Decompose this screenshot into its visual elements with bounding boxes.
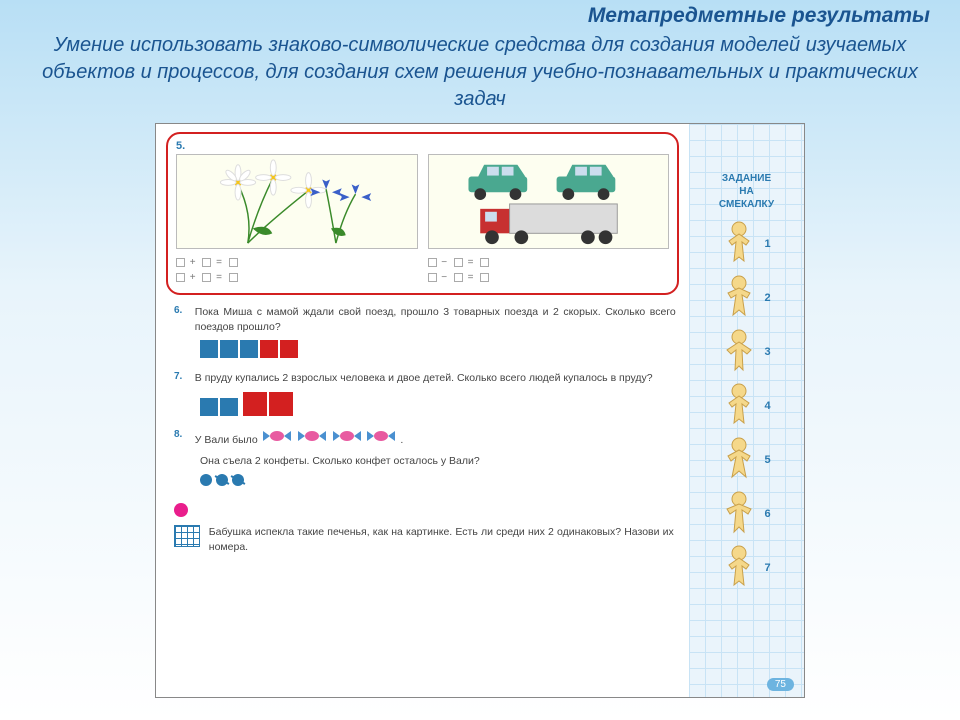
textbook-page: 5.: [155, 123, 805, 698]
cookie-num: 1: [765, 238, 775, 250]
candy-icon: [298, 429, 326, 443]
gingerbread-icon: [719, 327, 759, 377]
sidebar-title-l3: СМЕКАЛКУ: [689, 198, 804, 211]
slide-title: Метапредметные результаты: [30, 4, 930, 28]
exercise-5-number: 5.: [176, 140, 185, 152]
task-8-line1: У Вали было .: [195, 429, 676, 448]
cookie-row: 1: [689, 219, 804, 269]
task-6-blocks: [200, 340, 679, 361]
grandma-task: Бабушка испекла такие печенья, как на ка…: [174, 525, 679, 554]
cookie-row: 7: [689, 543, 804, 593]
cookie-row: 2: [689, 273, 804, 323]
candy-icon: [263, 429, 291, 443]
gingerbread-icon: [719, 381, 759, 431]
task-7-text: В пруду купались 2 взрослых человека и д…: [195, 371, 676, 386]
task-6-number: 6.: [174, 305, 192, 316]
cookie-num: 6: [765, 508, 775, 520]
cookie-num: 4: [765, 400, 775, 412]
task-8: 8. У Вали было . Она съела 2 конфеты. Ск…: [174, 429, 679, 489]
cookie-row: 4: [689, 381, 804, 431]
task-8-circles: [200, 474, 679, 489]
gingerbread-icon: [719, 273, 759, 323]
sidebar-title: ЗАДАНИЕ НА СМЕКАЛКУ: [689, 124, 804, 211]
slide-header: Метапредметные результаты: [0, 0, 960, 28]
candy-icon: [367, 429, 395, 443]
task-7: 7. В пруду купались 2 взрослых человека …: [174, 371, 679, 419]
task-7-number: 7.: [174, 371, 192, 382]
grid-icon: [174, 525, 200, 547]
gingerbread-icon: [719, 543, 759, 593]
task-8-text-a: У Вали было: [195, 434, 258, 446]
truck-icon: [480, 204, 617, 244]
equation-minus: − = − =: [428, 255, 670, 285]
sidebar-title-l1: ЗАДАНИЕ: [689, 172, 804, 185]
equation-plus: + = + =: [176, 255, 418, 285]
car-2-icon: [556, 165, 615, 200]
gingerbread-icon: [719, 489, 759, 539]
cookie-list: 1 2 3 4 5 6 7: [689, 219, 804, 593]
car-1-icon: [468, 165, 527, 200]
task-8-text-b: Она съела 2 конфеты. Сколько конфет оста…: [200, 454, 681, 469]
exercise-5-box: 5.: [166, 132, 679, 295]
cookie-row: 6: [689, 489, 804, 539]
candy-icon: [333, 429, 361, 443]
vehicles-picture: [428, 154, 670, 249]
cookie-row: 5: [689, 435, 804, 485]
cookie-num: 2: [765, 292, 775, 304]
task-6-text: Пока Миша с мамой ждали свой поезд, прош…: [195, 305, 676, 334]
main-column: 5.: [156, 124, 689, 697]
task-6: 6. Пока Миша с мамой ждали свой поезд, п…: [174, 305, 679, 361]
cookie-num: 5: [765, 454, 775, 466]
equation-row: + = + = − = − =: [176, 255, 669, 285]
pink-dot-icon: [174, 503, 188, 517]
gingerbread-icon: [719, 435, 759, 485]
cookie-num: 7: [765, 562, 775, 574]
grandma-text: Бабушка испекла такие печенья, как на ка…: [209, 525, 674, 554]
slide-subtitle: Умение использовать знаково-символически…: [0, 28, 960, 123]
gingerbread-icon: [719, 219, 759, 269]
page-number: 75: [767, 678, 794, 691]
task-7-blocks: [200, 392, 679, 419]
cookie-row: 3: [689, 327, 804, 377]
task-8-number: 8.: [174, 429, 192, 440]
sidebar-title-l2: НА: [689, 185, 804, 198]
sidebar: ЗАДАНИЕ НА СМЕКАЛКУ 1 2 3 4 5 6 7 75: [689, 124, 804, 697]
flowers-picture: [176, 154, 418, 249]
cookie-num: 3: [765, 346, 775, 358]
